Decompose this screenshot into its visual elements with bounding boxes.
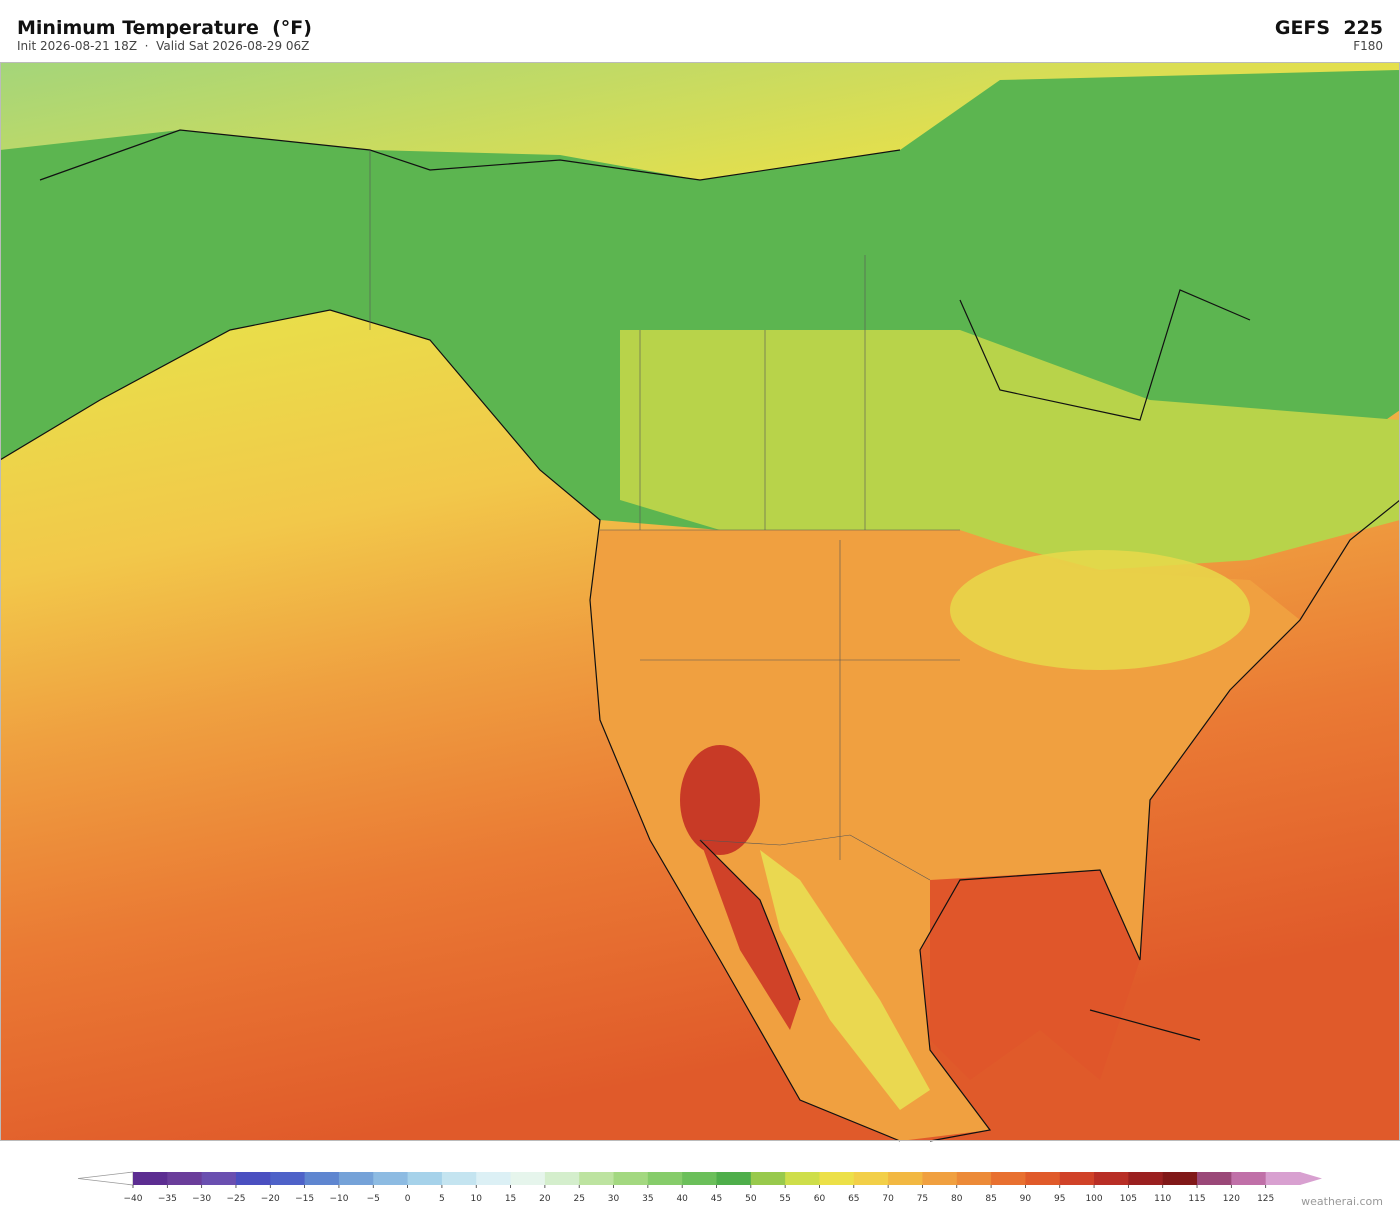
color-bin [716,1172,752,1185]
color-bin [647,1172,683,1185]
southwest-hot-field [680,745,760,855]
color-bin [441,1172,477,1185]
color-bin [682,1172,717,1185]
color-bin [579,1172,615,1185]
colorbar-tick-label: 25 [573,1194,584,1204]
color-bin [956,1172,992,1185]
color-bin [613,1172,649,1185]
colorbar-tick-label: −30 [192,1194,211,1204]
map-subtitle: Init 2026-08-21 18Z · Valid Sat 2026-08-… [17,39,309,53]
color-bin [750,1172,786,1185]
color-bin [235,1172,271,1185]
model-label: GEFS 225 [1275,17,1383,39]
color-bin [1025,1172,1061,1185]
colorbar-tick-label: 55 [779,1194,790,1204]
colorbar-tick-label: 5 [439,1194,445,1204]
color-bin [991,1172,1026,1185]
color-bin [304,1172,340,1185]
color-bin [888,1172,923,1185]
color-bin [922,1172,958,1185]
color-bin [133,1172,168,1185]
colorbar-tick-label: −40 [124,1194,143,1204]
color-bin [510,1172,546,1185]
colorbar-tick-label: −25 [226,1194,245,1204]
color-bin [167,1172,203,1185]
baja-field [700,840,800,1030]
colorbar-tick-label: 50 [745,1194,757,1204]
colorbar-tick-label: 125 [1257,1194,1274,1204]
color-bin [476,1172,512,1185]
southern-canada-field [620,330,1400,570]
forecast-hour: F180 [1353,39,1383,53]
color-bin [1094,1172,1129,1185]
colorbar-tick-label: 15 [505,1194,516,1204]
colorbar-tick-label: −5 [367,1194,380,1204]
colorbar-tick-label: 45 [711,1194,722,1204]
map-title: Minimum Temperature (°F) [17,17,312,39]
color-bin [1059,1172,1095,1185]
great-lakes-field [950,550,1250,670]
colorbar-tick-label: 110 [1154,1194,1171,1204]
mexico-highland-field [760,850,930,1110]
color-bin [1162,1172,1198,1185]
color-bin [785,1172,820,1185]
colorbar-tick-label: 70 [882,1194,894,1204]
color-bin [1128,1172,1164,1185]
colorbar-tick-label: 85 [985,1194,996,1204]
colorbar-tick-label: −10 [329,1194,348,1204]
colorbar-tick-label: −15 [295,1194,314,1204]
colorbar-tick-label: 20 [539,1194,551,1204]
color-bin [1197,1172,1232,1185]
colorbar-low-extension [77,1171,134,1186]
colorbar: −40 −35 −30 −25 −20 −15 −10 −5 0 5 10 15 20 25 30 35 40 4… [77,1171,1322,1204]
colorbar-tick-label: 75 [917,1194,928,1204]
colorbar-high-extension [1300,1172,1322,1185]
colorbar-tick-label: 80 [951,1194,963,1204]
color-bin [270,1172,306,1185]
colorbar-tick-label: 95 [1054,1194,1065,1204]
colorbar-tick-label: 0 [405,1194,411,1204]
colorbar-tick-label: 40 [676,1194,688,1204]
color-bin [819,1172,855,1185]
colorbar-tick-label: −35 [158,1194,177,1204]
colorbar-tick-label: 100 [1085,1194,1102,1204]
color-bin [407,1172,443,1185]
color-bin [1265,1172,1301,1185]
color-bin [1231,1172,1267,1185]
color-bin [201,1172,237,1185]
colorbar-tick-label: 60 [814,1194,826,1204]
colorbar-tick-label: 120 [1223,1194,1240,1204]
gulf-field [930,870,1140,1080]
colorbar-tick-label: 65 [848,1194,859,1204]
color-bin [853,1172,889,1185]
color-bin [338,1172,374,1185]
colorbar-tick-label: 90 [1020,1194,1032,1204]
colorbar-tick-label: 10 [471,1194,483,1204]
colorbar-tick-label: −20 [261,1194,280,1204]
coastline [0,129,1400,1142]
colorbar-tick-label: 105 [1120,1194,1137,1204]
credit: weatherai.com [1301,1195,1383,1208]
political-borders [369,150,960,881]
colorbar-tick-label: 115 [1188,1194,1205,1204]
color-bin [373,1172,409,1185]
map [0,62,1400,1142]
color-bin [544,1172,580,1185]
colorbar-tick-label: 35 [642,1194,653,1204]
colorbar-tick-label: 30 [608,1194,620,1204]
